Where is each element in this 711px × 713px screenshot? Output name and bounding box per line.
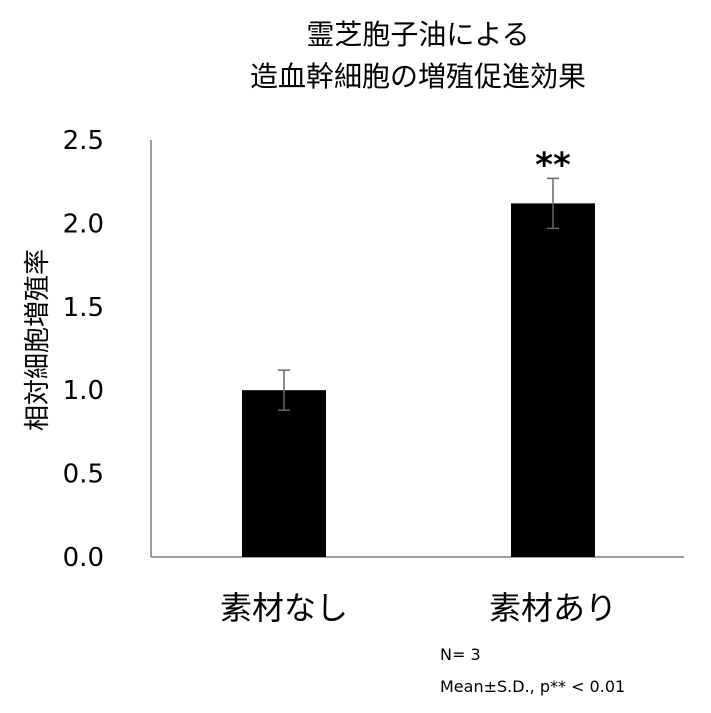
bar [242, 390, 326, 557]
category-labels: 素材なし 素材あり [220, 589, 617, 627]
error-bars [278, 177, 559, 411]
bars [242, 203, 595, 557]
category-label: 素材あり [489, 589, 617, 627]
y-tick-label: 1.5 [63, 293, 104, 323]
y-axis-label: 相対細胞増殖率 [23, 249, 53, 431]
error-bar [278, 369, 290, 411]
y-tick-label: 0.0 [63, 543, 104, 573]
category-label: 素材なし [220, 589, 348, 627]
y-tick-labels: 0.0 0.5 1.0 1.5 2.0 2.5 [63, 126, 104, 573]
chart-title-line-2: 造血幹細胞の増殖促進効果 [250, 60, 586, 93]
sample-size-note: N= 3 [440, 645, 481, 664]
error-bar [547, 177, 559, 230]
significance-label: ** [535, 145, 571, 185]
y-tick-label: 2.0 [63, 209, 104, 239]
chart-title-line-1: 霊芝胞子油による [306, 18, 529, 51]
bar [511, 203, 595, 557]
statistics-note: Mean±S.D., p** < 0.01 [440, 677, 625, 696]
significance-markers: ** [535, 145, 571, 185]
y-tick-label: 1.0 [63, 376, 104, 406]
y-tick-label: 0.5 [63, 460, 104, 490]
y-tick-label: 2.5 [63, 126, 104, 156]
